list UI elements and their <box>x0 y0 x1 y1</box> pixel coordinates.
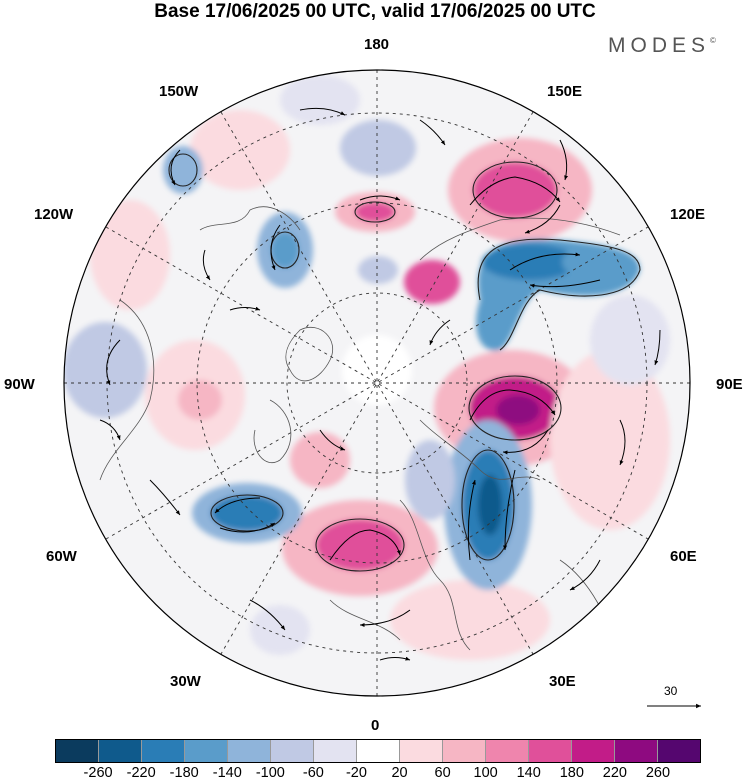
colorbar-cell <box>99 740 142 762</box>
colorbar-cell <box>357 740 400 762</box>
colorbar-tick-label: 20 <box>391 765 408 781</box>
logo-mark: © <box>710 36 716 45</box>
contour-lines <box>168 153 641 572</box>
lon-label-90w: 90W <box>4 376 35 393</box>
colorbar-cell <box>400 740 443 762</box>
lon-label-120w: 120W <box>34 206 74 223</box>
colorbar-cell <box>185 740 228 762</box>
colorbar-tick-label: -260 <box>83 765 113 781</box>
logo-text: MODES <box>608 34 711 57</box>
lon-label-150w: 150W <box>159 83 199 100</box>
colorbar-cell <box>486 740 529 762</box>
colorbar-cell <box>142 740 185 762</box>
colorbar <box>55 739 701 763</box>
anomaly-field <box>64 70 690 696</box>
colorbar-cell <box>658 740 700 762</box>
colorbar-tick-label: -140 <box>212 765 242 781</box>
colorbar-tick-label: 220 <box>602 765 627 781</box>
colorbar-tick-label: 260 <box>645 765 671 781</box>
colorbar-cell <box>228 740 271 762</box>
colorbar-cell <box>572 740 615 762</box>
wind-vectors <box>99 107 661 661</box>
colorbar-tick-label: 180 <box>559 765 584 781</box>
lon-label-60w: 60W <box>46 548 77 565</box>
colorbar-cell <box>615 740 658 762</box>
lon-label-120e: 120E <box>670 206 706 223</box>
colorbar-cell <box>529 740 572 762</box>
lon-label-30e: 30E <box>549 673 576 690</box>
colorbar-tick-label: -100 <box>255 765 285 781</box>
lon-label-180: 180 <box>364 36 390 53</box>
lon-label-30w: 30W <box>170 673 201 690</box>
colorbar-cell <box>56 740 99 762</box>
colorbar-tick-label: 100 <box>473 765 498 781</box>
colorbar-cell <box>443 740 486 762</box>
colorbar-tick-label: -220 <box>126 765 156 781</box>
lon-label-60e: 60E <box>670 548 697 565</box>
lon-label-0: 0 <box>371 717 380 734</box>
colorbar-tick-label: -20 <box>345 765 367 781</box>
map-title: Base 17/06/2025 00 UTC, valid 17/06/2025… <box>154 1 596 22</box>
lon-label-90e: 90E <box>716 376 743 393</box>
lon-label-150e: 150E <box>547 83 583 100</box>
colorbar-tick-label: -60 <box>302 765 324 781</box>
map-border <box>63 69 691 697</box>
colorbar-cell <box>271 740 314 762</box>
modes-logo: MODES© <box>608 34 716 58</box>
colorbar-cell <box>314 740 357 762</box>
colorbar-tick-label: 140 <box>516 765 541 781</box>
colorbar-tick-label: -180 <box>169 765 199 781</box>
colorbar-tick-label: 60 <box>434 765 451 781</box>
vector-scale-label: 30 <box>664 684 678 698</box>
